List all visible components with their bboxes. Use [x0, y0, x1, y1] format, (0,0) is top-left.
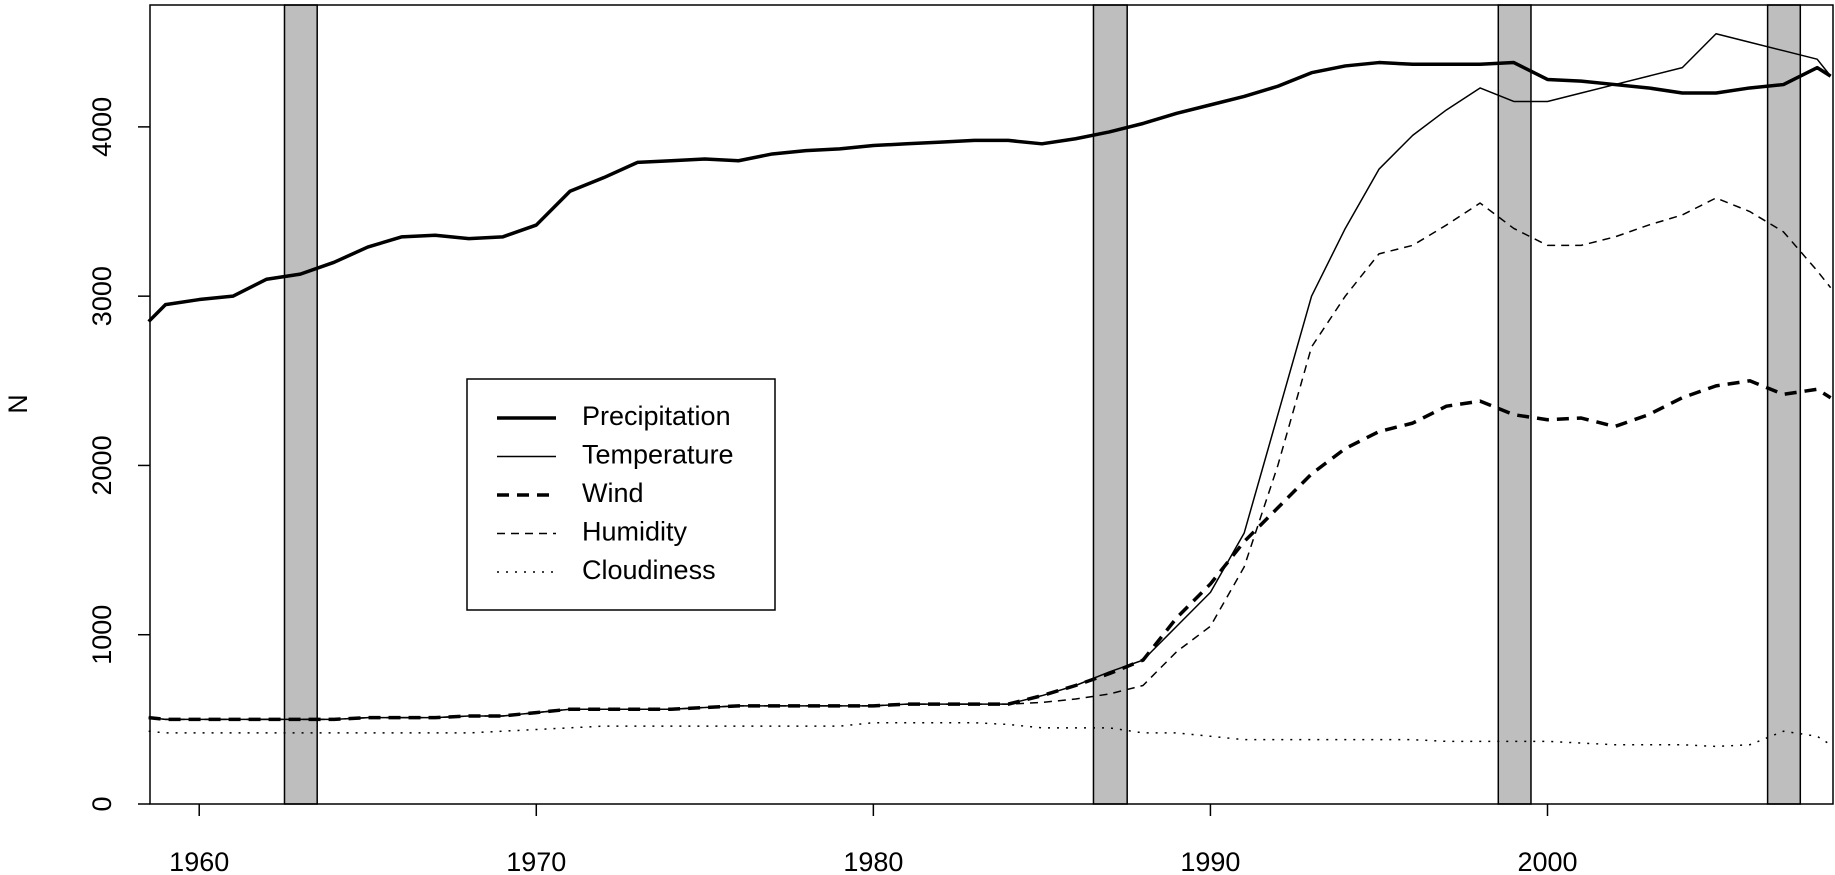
y-tick-label: 3000 [87, 266, 117, 326]
legend-label: Humidity [582, 517, 688, 547]
legend-label: Temperature [582, 440, 734, 470]
y-axis-label: N [3, 394, 33, 414]
x-tick-label: 1980 [843, 847, 903, 875]
series-line [148, 197, 1832, 721]
shaded-region [1092, 4, 1128, 805]
series-line [147, 60, 1832, 323]
shaded-region [1497, 4, 1532, 805]
legend-label: Cloudiness [582, 555, 716, 585]
shaded-region [1766, 4, 1802, 805]
shaded-region [283, 4, 318, 805]
series-line [148, 379, 1832, 722]
x-tick-label: 2000 [1517, 847, 1577, 875]
x-tick-label: 1970 [506, 847, 566, 875]
series-line [148, 721, 1832, 748]
y-tick-label: 2000 [87, 435, 117, 495]
x-tick-label: 1990 [1180, 847, 1240, 875]
legend-label: Precipitation [582, 401, 731, 431]
y-tick-label: 4000 [87, 97, 117, 157]
legend-label: Wind [582, 478, 644, 508]
x-tick-label: 1960 [169, 847, 229, 875]
y-tick-label: 1000 [87, 605, 117, 665]
y-tick-label: 0 [87, 796, 117, 811]
series-line [148, 33, 1832, 721]
plot-frame [149, 4, 1834, 805]
